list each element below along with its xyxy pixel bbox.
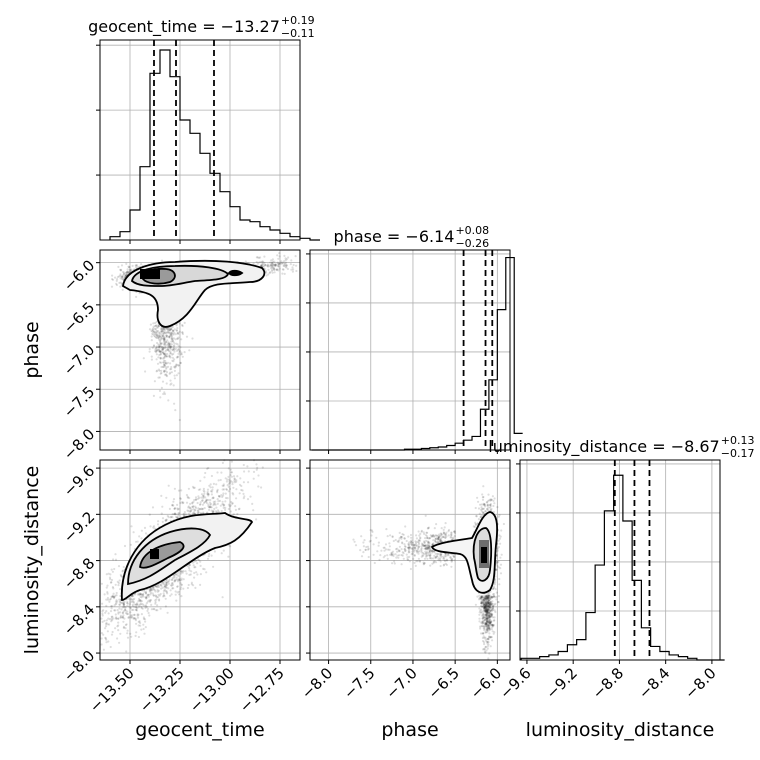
contour-island-s10 — [227, 269, 244, 277]
tick-label-x-luminosity-distance: −8.4 — [635, 664, 673, 702]
title-lower-error: −0.26 — [455, 237, 489, 250]
tick-label-x-phase: −7.0 — [382, 664, 420, 702]
tick-label-x-luminosity-distance: −8.0 — [681, 664, 719, 702]
histogram-phase — [311, 256, 523, 451]
density-peak-s20 — [150, 549, 159, 559]
density-peak-s10 — [140, 269, 160, 279]
axis-label-x-0: geocent_time — [135, 719, 264, 741]
title-phase: phase = −6.14 +0.08−0.26 — [334, 224, 490, 250]
grid-layer — [100, 40, 720, 660]
axis-label-y-1: luminosity_distance — [21, 466, 43, 655]
title-luminosity-distance: luminosity_distance = −8.67 +0.13−0.17 — [488, 434, 754, 460]
histogram-luminosity-distance — [520, 474, 725, 661]
tick-label-y-phase: −6.0 — [60, 256, 98, 294]
panel-frame-h1 — [309, 249, 511, 451]
tick-label-x-luminosity-distance: −9.2 — [543, 664, 581, 702]
tick-label-x-phase: −6.0 — [467, 664, 505, 702]
text-layer: −13.50−13.25−13.00−12.75 −8.0 −7.5 −7.0 −6.5… — [21, 14, 754, 741]
tick-label-y-phase: −7.0 — [60, 341, 98, 379]
tick-label-x-geocent-time: −13.50 — [86, 664, 138, 716]
tick-label-y-phase: −6.5 — [60, 298, 98, 336]
axis-label-y-0: phase — [21, 321, 43, 378]
tick-label-y-phase: −7.5 — [60, 383, 98, 421]
panel-frame-h2 — [519, 459, 721, 661]
panel-frame-h0 — [99, 39, 301, 241]
tick-label-y-luminosity-distance: −8.8 — [60, 554, 98, 592]
frame-layer — [96, 39, 721, 664]
title-main-text: geocent_time = −13.27 — [88, 17, 280, 37]
title-upper-error: +0.13 — [721, 434, 755, 447]
tick-label-y-luminosity-distance: −8.0 — [60, 647, 98, 685]
histogram-geocent-time — [109, 49, 320, 241]
title-lower-error: −0.17 — [721, 447, 755, 460]
title-upper-error: +0.19 — [281, 14, 315, 27]
tick-label-x-geocent-time: −12.75 — [236, 664, 288, 716]
tick-label-x-luminosity-distance: −8.8 — [589, 664, 627, 702]
title-main-text: luminosity_distance = −8.67 — [488, 437, 719, 457]
title-main-text: phase = −6.14 — [334, 227, 455, 246]
tick-label-x-geocent-time: −13.00 — [186, 664, 238, 716]
tick-label-x-luminosity-distance: −9.6 — [496, 664, 534, 702]
tick-label-x-geocent-time: −13.25 — [136, 664, 188, 716]
density-peak-s21 — [481, 547, 487, 563]
axis-label-x-2: luminosity_distance — [526, 719, 715, 741]
contour-outer-s20 — [121, 512, 254, 601]
title-lower-error: −0.11 — [281, 27, 315, 40]
tick-label-y-luminosity-distance: −8.4 — [60, 600, 98, 638]
tick-label-x-phase: −7.5 — [340, 664, 378, 702]
tick-label-y-luminosity-distance: −9.2 — [60, 508, 98, 546]
tick-label-x-phase: −8.0 — [298, 664, 336, 702]
data-layer — [100, 40, 725, 661]
tick-label-x-phase: −6.5 — [424, 664, 462, 702]
tick-label-y-luminosity-distance: −9.6 — [60, 462, 98, 500]
title-geocent-time: geocent_time = −13.27 +0.19−0.11 — [88, 14, 315, 40]
axis-label-x-1: phase — [381, 719, 438, 741]
panel-frame-s10 — [99, 249, 301, 451]
panel-frame-s20 — [99, 459, 301, 661]
title-upper-error: +0.08 — [455, 224, 489, 237]
panel-frame-s21 — [309, 459, 511, 661]
tick-label-y-phase: −8.0 — [60, 425, 98, 463]
